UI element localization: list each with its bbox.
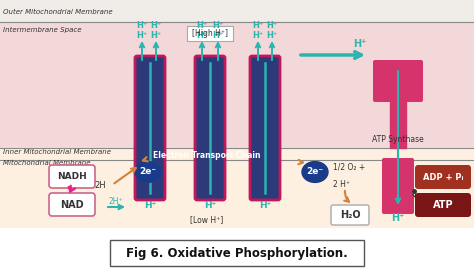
Text: NAD: NAD <box>60 200 84 210</box>
Text: Mitochondrial Membrane: Mitochondrial Membrane <box>3 160 91 166</box>
FancyBboxPatch shape <box>382 158 414 214</box>
Text: H⁺: H⁺ <box>204 202 216 210</box>
Text: H⁺: H⁺ <box>266 31 278 41</box>
Text: H⁺: H⁺ <box>259 202 271 210</box>
Bar <box>390 100 406 148</box>
Text: Intermembrane Space: Intermembrane Space <box>3 27 82 33</box>
FancyBboxPatch shape <box>49 165 95 188</box>
Text: NADH: NADH <box>57 172 87 181</box>
Text: [Low H⁺]: [Low H⁺] <box>191 215 224 225</box>
Text: Inner Mitochondrial Membrane: Inner Mitochondrial Membrane <box>3 149 111 155</box>
Text: H⁺: H⁺ <box>150 21 162 31</box>
Text: H⁺: H⁺ <box>212 21 224 31</box>
FancyBboxPatch shape <box>195 56 225 200</box>
Text: H⁺: H⁺ <box>144 202 156 210</box>
Text: H⁺: H⁺ <box>196 21 208 31</box>
Text: 2H: 2H <box>94 182 106 190</box>
FancyBboxPatch shape <box>373 60 423 102</box>
Text: H⁺: H⁺ <box>137 31 147 41</box>
Bar <box>0 0 474 22</box>
Text: H⁺: H⁺ <box>212 31 224 41</box>
Bar <box>0 228 474 278</box>
FancyBboxPatch shape <box>187 26 233 41</box>
Text: H⁺: H⁺ <box>392 213 405 223</box>
Text: 2e⁻: 2e⁻ <box>139 168 156 177</box>
FancyBboxPatch shape <box>415 165 471 189</box>
Text: Outer Mitochondrial Membrane: Outer Mitochondrial Membrane <box>3 9 113 15</box>
FancyBboxPatch shape <box>331 205 369 225</box>
Text: 1/2 O₂ +: 1/2 O₂ + <box>333 163 365 172</box>
Text: 2 H⁺: 2 H⁺ <box>333 180 350 189</box>
Text: H⁺: H⁺ <box>252 31 264 41</box>
Text: H⁺: H⁺ <box>137 21 147 31</box>
Text: 2e⁻: 2e⁻ <box>306 168 324 177</box>
Text: H⁺: H⁺ <box>150 31 162 41</box>
FancyBboxPatch shape <box>250 56 280 200</box>
Text: 2H⁺: 2H⁺ <box>109 197 123 207</box>
Text: Fig 6. Oxidative Phosphorylation.: Fig 6. Oxidative Phosphorylation. <box>126 247 348 259</box>
Text: ATP Synthase: ATP Synthase <box>372 135 424 145</box>
Bar <box>0 22 474 148</box>
Text: H₂O: H₂O <box>340 210 360 220</box>
Text: H⁺: H⁺ <box>353 39 367 49</box>
Text: H⁺: H⁺ <box>196 31 208 41</box>
Ellipse shape <box>302 162 328 182</box>
Bar <box>0 148 474 230</box>
Text: H⁺: H⁺ <box>266 21 278 31</box>
Ellipse shape <box>135 162 161 182</box>
Text: H⁺: H⁺ <box>252 21 264 31</box>
Text: ATP: ATP <box>433 200 453 210</box>
FancyBboxPatch shape <box>49 193 95 216</box>
FancyBboxPatch shape <box>135 56 165 200</box>
FancyBboxPatch shape <box>415 193 471 217</box>
Text: Electron Transport Chain: Electron Transport Chain <box>153 150 261 160</box>
Text: [High H⁺]: [High H⁺] <box>192 29 228 38</box>
Text: ADP + Pᵢ: ADP + Pᵢ <box>423 173 463 182</box>
FancyBboxPatch shape <box>110 240 364 266</box>
